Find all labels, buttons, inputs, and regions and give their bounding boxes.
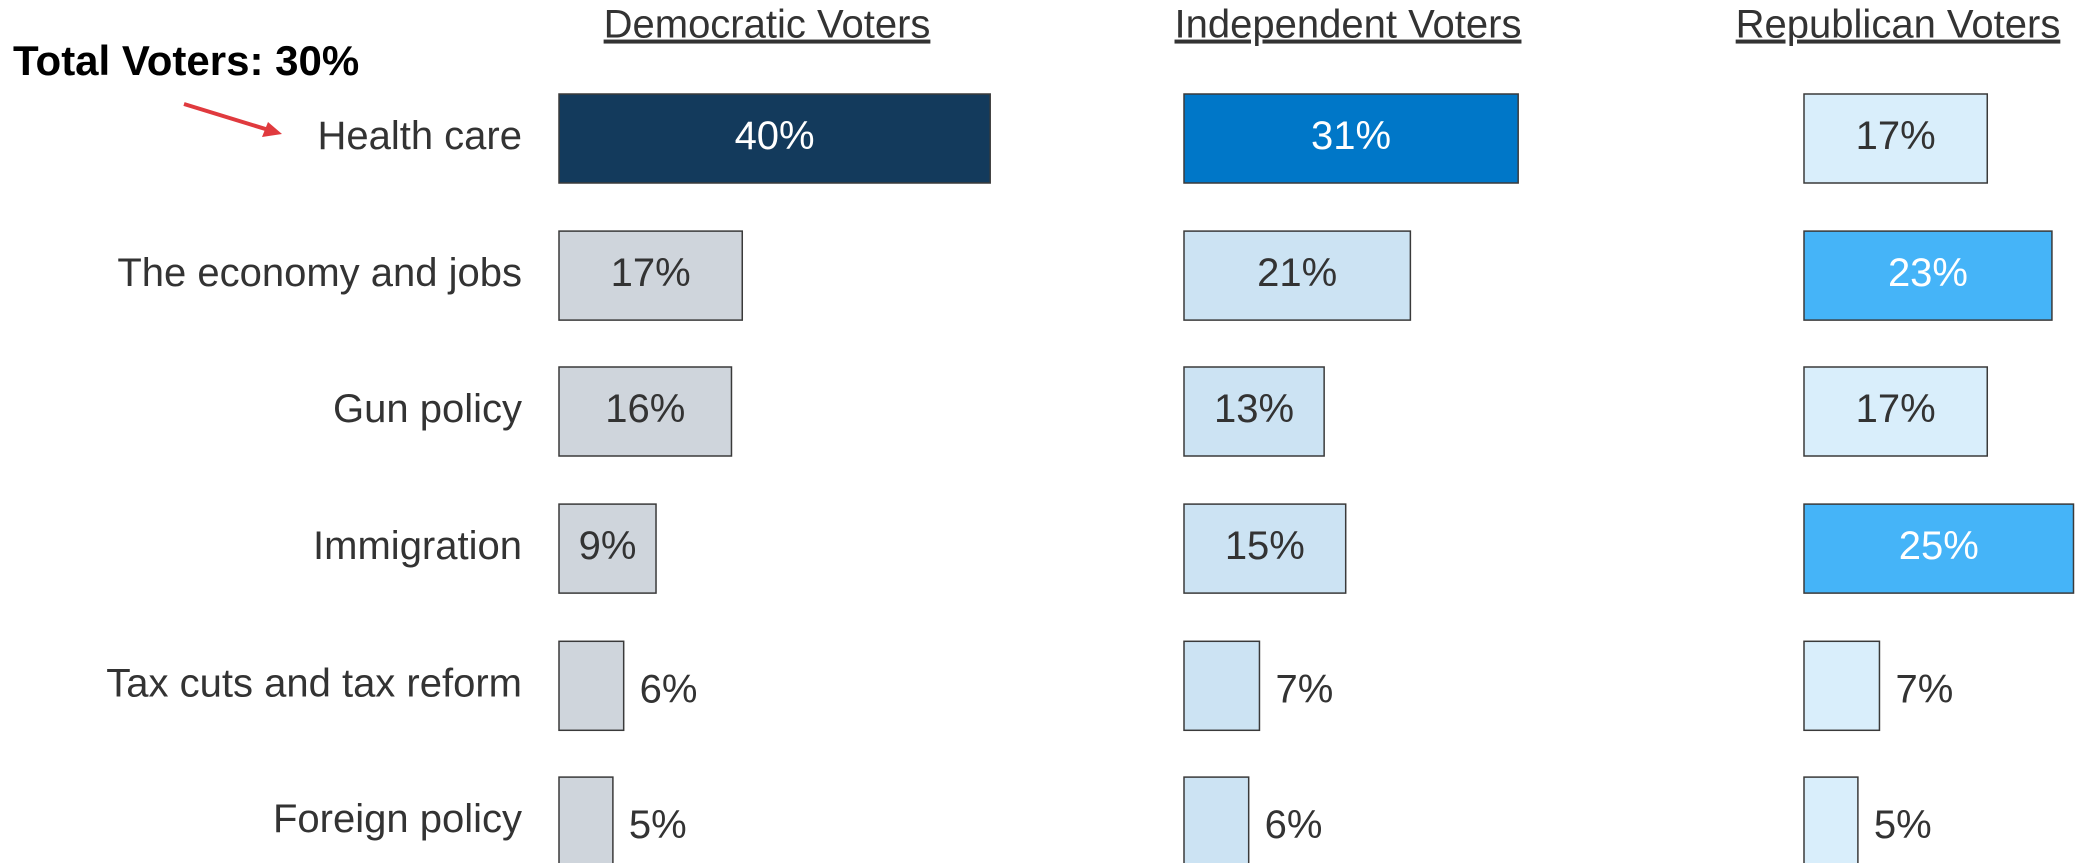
bar [558,640,625,732]
bar [1803,640,1881,732]
bar [1183,230,1412,321]
bar [1803,93,1989,184]
category-label: Immigration [313,524,522,568]
value-label: 16% [605,387,685,431]
value-label: 6% [640,667,698,711]
value-label: 17% [611,251,691,295]
category-label: The economy and jobs [117,251,522,295]
value-label: 40% [735,114,815,158]
panel-title: Independent Voters [1175,3,1522,47]
panel-title: Democratic Voters [604,3,931,47]
bar [1183,776,1250,863]
bar [558,503,657,594]
value-label: 23% [1888,251,1968,295]
bar [1183,93,1519,184]
value-label: 17% [1856,387,1936,431]
bar [1803,503,2075,594]
value-label: 17% [1856,114,1936,158]
bar [1803,366,1989,457]
category-label: Tax cuts and tax reform [106,661,522,705]
bar [558,776,614,863]
value-label: 25% [1899,524,1979,568]
value-label: 13% [1214,387,1294,431]
value-label: 7% [1275,667,1333,711]
annotation: Total Voters: 30% [13,37,359,84]
value-label: 5% [1874,803,1932,847]
value-label: 21% [1257,251,1337,295]
arrow [183,102,282,137]
category-label: Gun policy [333,387,522,431]
bar [1803,776,1859,863]
category-label: Foreign policy [273,797,522,841]
value-label: 31% [1311,114,1391,158]
bar [1183,366,1325,457]
value-label: 5% [629,803,687,847]
bar [1183,503,1347,594]
bar [558,366,733,457]
bar [1183,640,1261,732]
bar [558,93,991,184]
value-label: 15% [1225,524,1305,568]
value-label: 9% [579,524,637,568]
category-label: Health care [317,114,522,158]
bar [1803,230,2053,321]
panel-title: Republican Voters [1736,3,2061,47]
value-label: 6% [1265,803,1323,847]
value-label: 7% [1895,667,1953,711]
bar [558,230,744,321]
